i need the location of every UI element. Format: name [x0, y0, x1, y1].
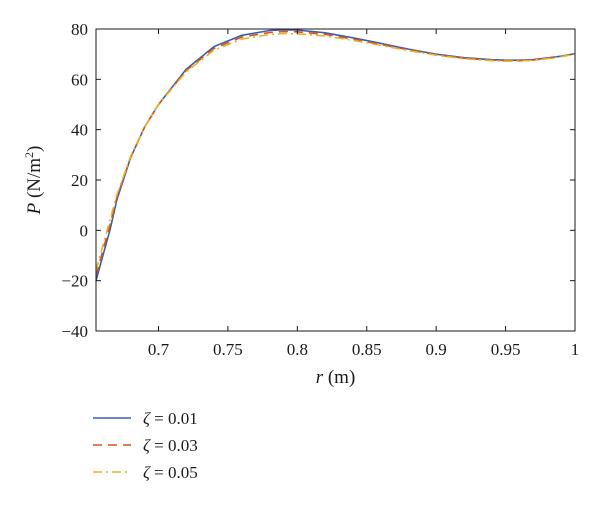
x-tick-label: 0.9 — [426, 340, 447, 359]
y-tick-label: −20 — [61, 272, 88, 291]
y-axis-label: P (N/m2) — [22, 146, 45, 216]
legend-symbol: ζ — [143, 409, 151, 428]
x-tick-label: 0.95 — [491, 340, 521, 359]
plot-frame — [95, 28, 576, 332]
series-line-2 — [95, 30, 576, 276]
x-axis-label: r (m) — [316, 367, 356, 388]
y-tick-label: 60 — [71, 70, 88, 89]
y-tick-label: 40 — [71, 121, 88, 140]
series-line-3 — [95, 32, 576, 271]
x-axis-variable: r — [316, 367, 324, 388]
legend-label-1: ζ = 0.01 — [143, 409, 198, 428]
legend-symbol: ζ — [143, 463, 151, 482]
x-tick-label: 0.8 — [287, 340, 308, 359]
y-axis-unit-pre: (N/m — [24, 158, 45, 203]
y-tick-label: 0 — [80, 221, 89, 240]
legend-symbol: ζ — [143, 436, 151, 455]
legend-value: = 0.01 — [150, 409, 198, 428]
y-axis-unit-post: ) — [24, 146, 45, 152]
y-tick-label: 20 — [71, 171, 88, 190]
x-tick-label: 1 — [571, 340, 580, 359]
legend-label-3: ζ = 0.05 — [143, 463, 198, 482]
series-line-1 — [95, 28, 576, 281]
x-tick-label: 0.85 — [352, 340, 382, 359]
x-axis-unit: (m) — [323, 367, 355, 388]
x-tick-label: 0.7 — [148, 340, 170, 359]
y-tick-label: −40 — [61, 322, 88, 341]
legend-label-2: ζ = 0.03 — [143, 436, 198, 455]
legend-value: = 0.05 — [150, 463, 198, 482]
y-axis-unit-superscript: 2 — [22, 152, 36, 158]
y-tick-label: 80 — [71, 20, 88, 39]
y-axis-variable: P — [24, 202, 45, 215]
plot-lines — [95, 28, 576, 281]
legend-value: = 0.03 — [150, 436, 198, 455]
x-tick-label: 0.75 — [213, 340, 243, 359]
x-axis: 0.7 0.75 0.8 0.85 0.9 0.95 1 — [148, 29, 579, 359]
y-axis: −40 −20 0 20 40 60 80 — [61, 20, 575, 341]
legend: ζ = 0.01ζ = 0.03ζ = 0.05 — [93, 409, 198, 482]
